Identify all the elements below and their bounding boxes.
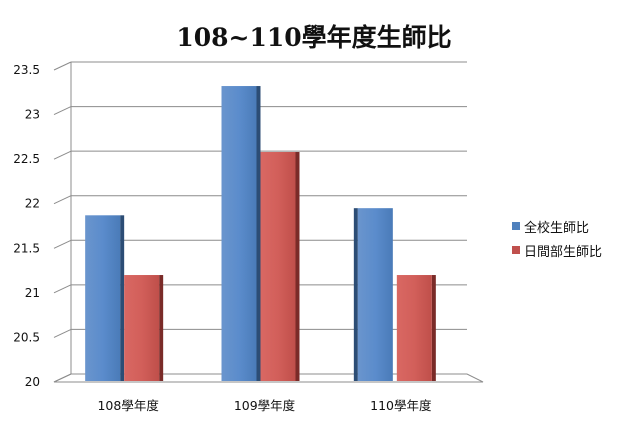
x-tick-label: 109學年度	[234, 398, 296, 413]
bar-side	[353, 208, 358, 381]
legend-label: 日間部生師比	[524, 244, 603, 260]
legend: 全校生師比日間部生師比	[512, 214, 602, 262]
bar-all-1	[221, 86, 257, 381]
gridline-depth	[53, 195, 72, 205]
legend-swatch	[512, 246, 520, 254]
chart-title: 108~110學年度生師比	[176, 23, 452, 52]
gridline-depth	[53, 284, 72, 294]
gridline-depth	[53, 239, 72, 249]
bar-day-2	[396, 275, 432, 381]
bar-side	[256, 86, 261, 381]
legend-item: 日間部生師比	[512, 238, 602, 262]
gridline-depth	[53, 150, 72, 160]
bar-side	[159, 275, 164, 381]
bar-side	[295, 152, 300, 381]
bar-all-2	[357, 208, 393, 381]
y-tick-label: 22.5	[13, 152, 40, 166]
bar-day-0	[124, 275, 160, 381]
legend-swatch	[512, 222, 520, 230]
y-tick-label: 23	[25, 108, 40, 122]
gridline-depth	[53, 328, 72, 338]
bar-side	[120, 215, 125, 381]
y-tick-label: 21.5	[13, 241, 40, 255]
y-tick-label: 20.5	[13, 330, 40, 344]
gridline-depth	[53, 106, 72, 116]
x-tick-label: 108學年度	[97, 398, 159, 413]
legend-item: 全校生師比	[512, 214, 602, 238]
x-tick-label: 110學年度	[370, 398, 432, 413]
bar-all-0	[85, 215, 121, 381]
gridline-depth	[53, 61, 72, 71]
bar-side	[431, 275, 436, 381]
y-tick-label: 22	[25, 197, 40, 211]
chart-floor	[53, 373, 484, 383]
legend-label: 全校生師比	[524, 220, 590, 236]
bar-day-1	[260, 152, 296, 381]
y-tick-label: 23.5	[13, 63, 40, 77]
y-tick-label: 20	[25, 375, 40, 389]
y-tick-label: 21	[25, 286, 40, 300]
